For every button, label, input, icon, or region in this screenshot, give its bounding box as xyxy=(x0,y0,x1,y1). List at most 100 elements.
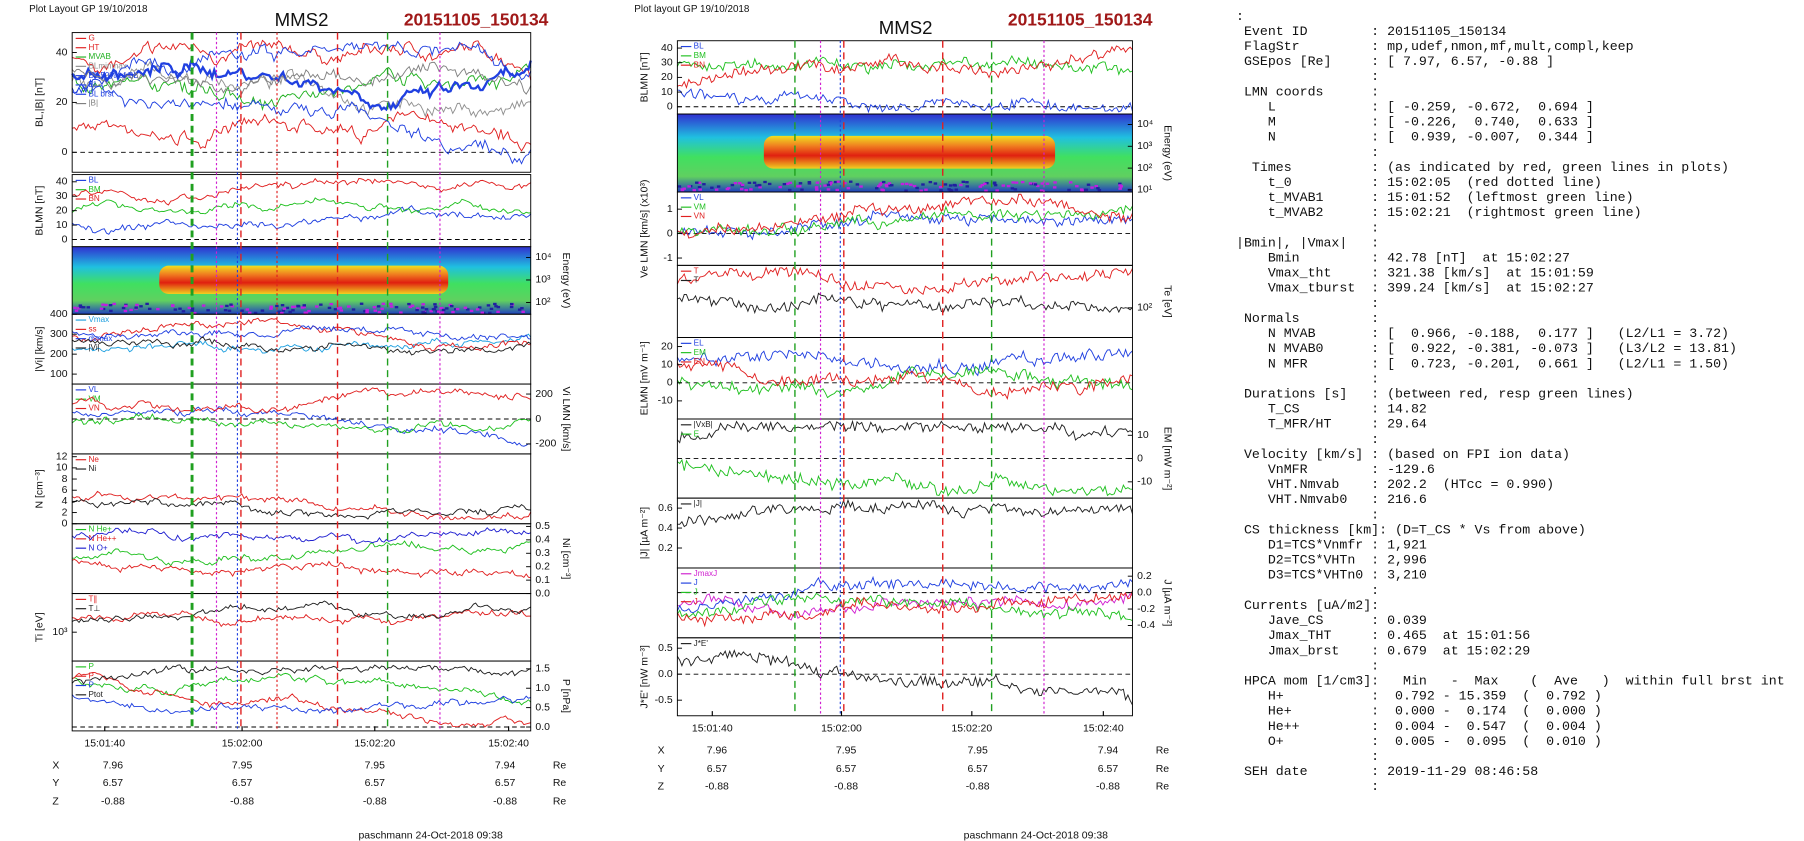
spectrogram-speckle xyxy=(952,183,957,187)
spectrogram-speckle xyxy=(380,307,384,310)
spectrogram-speckle xyxy=(933,182,938,185)
spectrogram-speckle xyxy=(961,180,966,184)
spectrogram-speckle xyxy=(749,188,753,191)
spectrogram-speckle xyxy=(455,307,460,311)
spectrogram-speckle xyxy=(327,306,332,310)
spectrogram-speckle xyxy=(421,311,425,314)
spectrogram-speckle xyxy=(291,309,295,312)
sheet-footer: paschmann 24-Oct-2018 09:38 xyxy=(358,830,503,841)
spectrogram-speckle xyxy=(77,307,81,310)
event-title: 20151105_150134 xyxy=(1008,10,1153,30)
y-tick-label: -1 xyxy=(663,253,672,264)
panel: 10¹ 10² 10³ 10⁴ Energy (eV) xyxy=(676,113,1173,196)
spectrogram-speckle xyxy=(752,181,757,184)
panel: T∥T⊥ 10³ Ti [eV] xyxy=(34,593,532,662)
legend-label: J xyxy=(694,588,698,597)
info-line: : xyxy=(1236,9,1244,24)
spectrogram-speckle xyxy=(710,186,714,189)
spectrogram-speckle xyxy=(1075,185,1079,188)
spectrogram-speckle xyxy=(109,309,113,313)
x-tick-label: 15:02:00 xyxy=(222,738,263,749)
y-tick-label: -200 xyxy=(535,439,556,450)
trace xyxy=(71,490,532,521)
position-value: 7.95 xyxy=(967,745,988,756)
y-tick-label: 10⁴ xyxy=(1137,119,1153,130)
spectrogram-speckle xyxy=(948,189,953,192)
spectrogram-speckle xyxy=(1118,187,1122,190)
position-value: -0.88 xyxy=(230,797,254,808)
trace xyxy=(72,110,531,152)
trace xyxy=(72,672,532,706)
x-tick-label: 15:02:20 xyxy=(354,738,395,749)
panel: J*E' -0.5 0.0 0.5 J*E' [nW m⁻³] xyxy=(640,637,1133,717)
legend-label: J xyxy=(694,578,698,587)
spectrogram-speckle xyxy=(738,182,742,185)
spectrogram-speckle xyxy=(829,181,833,184)
legend-label: E xyxy=(694,429,700,438)
spectrogram-speckle xyxy=(1010,187,1015,190)
y-tick-label: 100 xyxy=(50,369,68,380)
position-value: 6.57 xyxy=(1098,764,1119,775)
spectrogram-speckle xyxy=(101,307,106,311)
spectrogram-speckle xyxy=(480,311,485,314)
spectrogram-speckle xyxy=(477,306,482,309)
legend-label: BL brst xyxy=(88,89,114,98)
info-line: D1=TCS*Vnmfr : 1,921 xyxy=(1236,538,1427,553)
spectrogram-speckle xyxy=(451,310,455,314)
position-value: 7.95 xyxy=(232,761,253,772)
info-line: M : [ -0.226, 0.740, 0.633 ] xyxy=(1236,115,1594,130)
y-tick-label: 10 xyxy=(56,463,68,474)
spectrogram-speckle xyxy=(687,185,691,188)
spectrogram-speckle xyxy=(78,304,83,307)
spectrogram-speckle xyxy=(1045,182,1050,185)
y-tick-label: 8 xyxy=(62,474,68,485)
legend-label: J xyxy=(694,597,698,606)
spectrogram-speckle xyxy=(296,305,301,308)
position-label: X xyxy=(52,761,59,772)
info-line: : xyxy=(1236,779,1379,794)
legend-label: VN xyxy=(694,212,705,221)
y-axis-label: Energy (eV) xyxy=(560,253,571,309)
spectrogram-speckle xyxy=(108,304,113,307)
spectrogram-speckle xyxy=(985,181,989,185)
y-tick-label: 20 xyxy=(661,341,673,352)
trace xyxy=(71,60,531,118)
spectrogram-speckle xyxy=(980,183,985,187)
trace xyxy=(677,204,1133,238)
spectrogram-speckle xyxy=(496,305,501,309)
legend-label: |Vi| xyxy=(88,343,99,352)
spectrogram-speckle xyxy=(517,308,522,311)
y-tick-label: 0.5 xyxy=(535,521,550,532)
y-tick-label: 10³ xyxy=(52,627,68,638)
trace xyxy=(71,527,531,545)
x-tick-label: 15:02:20 xyxy=(951,723,992,734)
y-tick-label: 0.0 xyxy=(658,669,673,680)
y-axis-label: Ni [cm⁻³] xyxy=(560,538,571,580)
spectrogram-speckle xyxy=(280,304,285,307)
spectrogram-speckle xyxy=(876,185,881,188)
trace xyxy=(676,359,1133,400)
spectrogram-speckle xyxy=(229,303,233,306)
trace xyxy=(71,600,531,624)
spectrogram-speckle xyxy=(1001,184,1006,187)
position-value: 6.57 xyxy=(836,764,857,775)
position-value: 6.57 xyxy=(365,778,386,789)
trace xyxy=(676,266,1133,295)
y-tick-label: -0.4 xyxy=(1137,620,1155,631)
spectrogram-speckle xyxy=(104,303,108,307)
spectrogram-speckle xyxy=(1014,181,1019,184)
spectrogram-speckle xyxy=(99,307,104,310)
spectrogram-speckle xyxy=(275,304,279,308)
spectrogram-speckle xyxy=(206,309,210,312)
spectrogram-speckle xyxy=(1118,182,1122,185)
spectrogram-speckle xyxy=(351,308,356,311)
spectrogram-speckle xyxy=(134,306,138,309)
spectrogram-speckle xyxy=(376,305,381,308)
y-tick-label: 10² xyxy=(1137,303,1153,314)
panel-frame xyxy=(71,32,532,173)
spectrogram-speckle xyxy=(943,183,948,186)
info-line: Normals : xyxy=(1236,311,1379,326)
legend-label: BM xyxy=(88,185,100,194)
spectrogram-speckle xyxy=(823,184,827,187)
